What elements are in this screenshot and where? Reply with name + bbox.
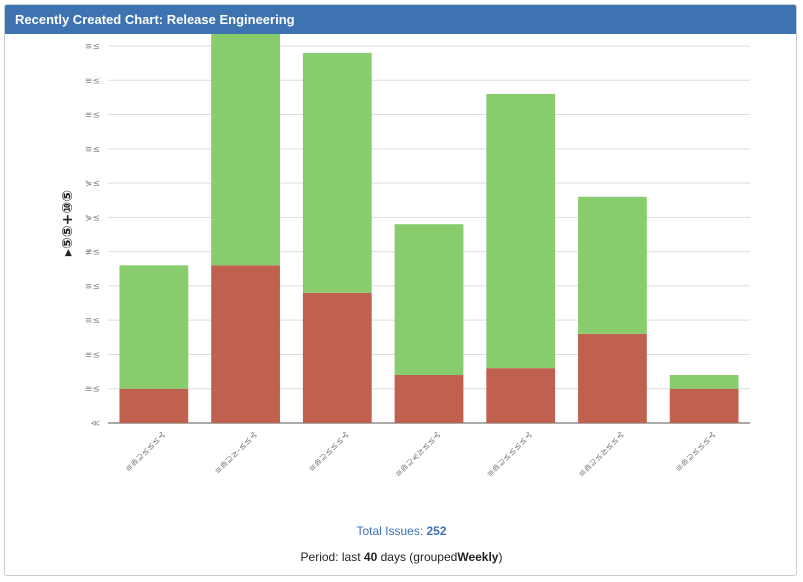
y-tick-label: ≢≤ xyxy=(85,248,100,258)
bar-resolved-2 xyxy=(211,265,280,423)
period-suffix: ) xyxy=(498,550,503,564)
y-tick-label: ≡≤ xyxy=(85,385,100,395)
period-summary: Period: last 40 days (groupedWeekly) xyxy=(5,550,796,564)
total-issues-label: Total Issues: xyxy=(356,524,424,538)
y-tick-label: ≡≤ xyxy=(85,316,100,326)
bar-created-4 xyxy=(394,224,464,376)
total-issues-value[interactable]: 252 xyxy=(426,524,447,538)
y-axis-label: ▸⑤⑤+⑩⑤ xyxy=(60,190,76,256)
y-tick-label: ≡≤ xyxy=(85,282,100,292)
y-tick-label: ≡≤ xyxy=(85,350,100,360)
y-tick-label: ≡≤ xyxy=(85,76,100,86)
y-tick-label: ≡≤ xyxy=(85,145,100,155)
recently-created-chart-panel: Recently Created Chart: Release Engineer… xyxy=(4,4,797,576)
x-tick-label: ≡⋒⊇≥-≤≤⊰ xyxy=(213,430,260,477)
period-middle: days (grouped xyxy=(380,550,458,564)
bar-resolved-6 xyxy=(578,333,647,423)
bar-resolved-7 xyxy=(669,388,739,423)
bar-resolved-3 xyxy=(302,292,372,423)
bar-resolved-1 xyxy=(119,388,189,423)
x-tick-label: ≡⋒⊇≤≤≤⊰ xyxy=(674,430,718,474)
bar-resolved-4 xyxy=(394,375,464,423)
x-tick-label: ≡⋒⊇≤≥≤≤⊰ xyxy=(577,430,627,480)
x-tick-label: ≡⋒⊇≤≤≤⊰ xyxy=(307,430,351,474)
period-days: 40 xyxy=(363,550,378,564)
y-tick-label: ≡≤ xyxy=(85,42,100,52)
x-tick-label: ≡⋒⊇⋞≥≤≤⊰ xyxy=(393,430,443,480)
x-tick-label: ≡⋒⊇≤≤≤≤⊰ xyxy=(485,430,535,480)
x-tick-label: ≡⋒⊇≤≤≤⊰ xyxy=(124,430,168,474)
bar-created-2 xyxy=(211,34,280,266)
y-tick-label: ≡≤ xyxy=(85,111,100,121)
bar-created-1 xyxy=(119,265,189,389)
bar-created-5 xyxy=(486,93,556,369)
bar-created-7 xyxy=(669,375,739,389)
total-issues: Total Issues: 252 xyxy=(5,524,796,538)
bar-created-6 xyxy=(578,196,647,334)
bar-resolved-5 xyxy=(486,368,556,423)
period-prefix: Period: last xyxy=(300,550,361,564)
period-group: Weekly xyxy=(457,550,499,564)
bar-created-3 xyxy=(302,52,372,293)
y-tick-label: ⋟≤ xyxy=(85,179,100,189)
stacked-bar-chart: ≪ ≡≤ ≡≤ ≡≤ ≡≤ ≢≤ ⋟≤ ⋟≤ ≡≤ ≡≤ ≡≤ ≡≤ ▸⑤⑤+⑩⑤ ≡⋒⊇≤≤≤⊰ ≡⋒⊇≥… xyxy=(60,34,750,480)
y-tick-label: ≪ xyxy=(91,419,100,429)
panel-title: Recently Created Chart: Release Engineer… xyxy=(5,5,796,34)
y-tick-label: ⋟≤ xyxy=(85,213,100,223)
